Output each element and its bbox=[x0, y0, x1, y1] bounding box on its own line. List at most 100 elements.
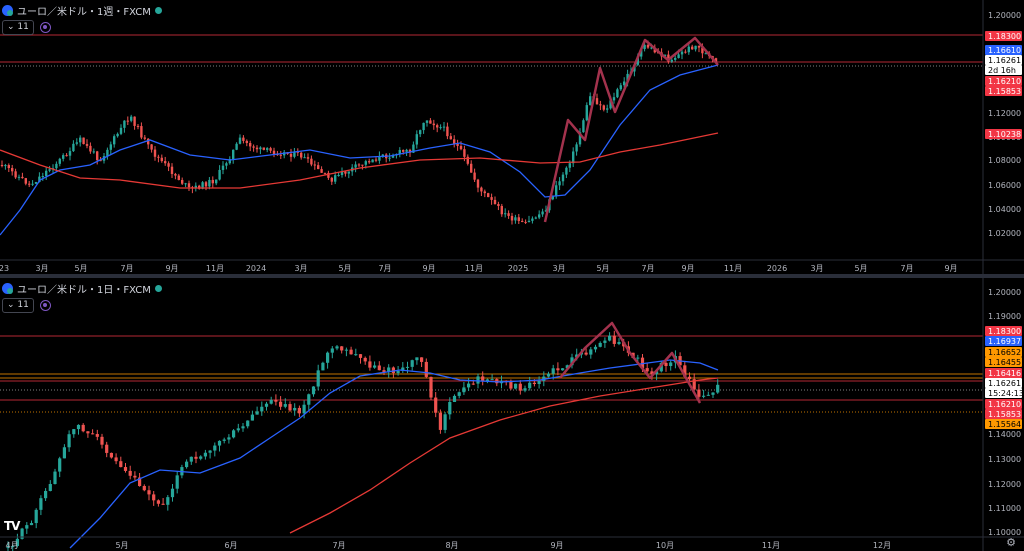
candle-body bbox=[683, 365, 687, 377]
indicator-icon-weekly[interactable] bbox=[39, 22, 51, 33]
candle-body bbox=[189, 456, 193, 462]
candle-body bbox=[680, 51, 684, 55]
symbol-title-weekly: ユーロ／米ドル・1週・FXCM bbox=[17, 7, 151, 18]
candle-body bbox=[405, 149, 408, 152]
interval-badge-daily[interactable]: ⌄ 11 bbox=[2, 298, 34, 313]
candle-body bbox=[85, 144, 89, 146]
candle-body bbox=[20, 528, 24, 539]
candle-body bbox=[152, 494, 156, 501]
price-axis-label: 1.20000 bbox=[988, 11, 1021, 20]
weekly-candles-svg[interactable]: 1.200001.140001.120001.100001.080001.060… bbox=[0, 0, 1024, 274]
candle-body bbox=[222, 439, 226, 441]
price-tag-label: 1.16261 bbox=[988, 56, 1021, 65]
candle-body bbox=[463, 149, 466, 157]
candle-body bbox=[130, 116, 133, 121]
candle-body bbox=[142, 486, 146, 491]
candle-body bbox=[612, 97, 616, 101]
candle-body bbox=[532, 382, 536, 385]
time-axis-label: 2026 bbox=[767, 264, 787, 273]
candle-body bbox=[272, 150, 276, 155]
candle-body bbox=[67, 434, 71, 448]
candle-body bbox=[692, 379, 696, 390]
candle-body bbox=[140, 126, 143, 138]
candle-body bbox=[119, 461, 123, 468]
candle-body bbox=[664, 362, 668, 367]
weekly-chart-pane[interactable]: ユーロ／米ドル・1週・FXCM ⌄ 11 1.200001.140001.120… bbox=[0, 0, 1024, 274]
price-axis-label: 1.12000 bbox=[988, 480, 1021, 489]
indicator-icon-daily[interactable] bbox=[39, 300, 51, 311]
candle-body bbox=[269, 148, 272, 151]
candle-body bbox=[160, 157, 163, 162]
candle-body bbox=[697, 389, 701, 397]
time-axis-label: 7月 bbox=[641, 264, 654, 273]
candle-body bbox=[358, 354, 363, 358]
candle-body bbox=[288, 404, 292, 411]
gear-icon[interactable]: ⚙ bbox=[1006, 536, 1016, 549]
candle-body bbox=[626, 73, 629, 82]
candle-body bbox=[510, 215, 514, 221]
pane-divider[interactable] bbox=[0, 274, 1024, 278]
candle-body bbox=[528, 382, 532, 389]
time-axis-label: 9月 bbox=[550, 541, 563, 550]
time-axis-label: 9月 bbox=[681, 264, 694, 273]
ma-slow-line bbox=[289, 377, 719, 534]
candle-body bbox=[300, 152, 303, 158]
candle-body bbox=[313, 164, 316, 166]
candle-body bbox=[310, 158, 313, 165]
candle-body bbox=[340, 346, 344, 351]
candle-body bbox=[297, 407, 301, 414]
price-axis-label: 1.04000 bbox=[988, 205, 1021, 214]
candle-body bbox=[136, 125, 140, 127]
symbol-legend-weekly[interactable]: ユーロ／米ドル・1週・FXCM bbox=[2, 3, 162, 18]
candle-body bbox=[147, 490, 151, 495]
candle-body bbox=[279, 154, 282, 156]
daily-chart-pane[interactable]: ユーロ／米ドル・1日・FXCM ⌄ 11 1.20000 1.19000 1.140… bbox=[0, 278, 1024, 551]
candle-body bbox=[551, 196, 554, 200]
candle-body bbox=[81, 424, 85, 432]
candle-body bbox=[598, 342, 602, 347]
candle-body bbox=[636, 56, 639, 65]
price-tag-bg bbox=[985, 55, 1022, 65]
candle-body bbox=[578, 132, 582, 145]
candle-body bbox=[363, 357, 367, 362]
candle-body bbox=[514, 383, 518, 389]
candle-body bbox=[11, 545, 15, 548]
candle-body bbox=[551, 368, 555, 374]
candle-body bbox=[316, 370, 320, 387]
candle-body bbox=[415, 357, 419, 361]
time-axis-label: 2024 bbox=[246, 264, 266, 273]
candle-body bbox=[589, 96, 592, 106]
candle-body bbox=[68, 151, 72, 156]
interval-badge-weekly[interactable]: ⌄ 11 bbox=[2, 20, 34, 35]
candle-body bbox=[507, 213, 510, 216]
candle-body bbox=[48, 169, 51, 171]
candle-body bbox=[504, 213, 507, 215]
candle-body bbox=[76, 424, 81, 430]
candle-body bbox=[517, 217, 520, 221]
candle-body bbox=[170, 166, 174, 174]
candle-body bbox=[34, 182, 38, 184]
candle-body bbox=[24, 178, 27, 184]
candle-body bbox=[242, 137, 245, 141]
candle-body bbox=[99, 160, 102, 162]
candle-body bbox=[473, 172, 476, 180]
time-axis-label: 7月 bbox=[900, 264, 913, 273]
price-tag-label: 1.10238 bbox=[988, 130, 1021, 139]
candle-body bbox=[34, 509, 38, 524]
candle-body bbox=[716, 384, 720, 393]
price-axis-label: 1.06000 bbox=[988, 181, 1021, 190]
candle-body bbox=[684, 51, 687, 53]
candle-body bbox=[595, 98, 599, 105]
daily-candles-svg[interactable]: 1.20000 1.19000 1.14000 1.13000 1.12000 1.110… bbox=[0, 278, 1024, 551]
time-axis-label: 9月 bbox=[422, 264, 435, 273]
candle-body bbox=[227, 437, 231, 440]
candle-body bbox=[556, 368, 560, 371]
candle-body bbox=[11, 168, 14, 172]
symbol-legend-daily[interactable]: ユーロ／米ドル・1日・FXCM bbox=[2, 281, 162, 296]
candle-body bbox=[53, 471, 57, 485]
candle-body bbox=[561, 368, 565, 371]
candle-body bbox=[174, 173, 177, 176]
ma-slow-line bbox=[0, 132, 719, 189]
candle-body bbox=[415, 134, 418, 145]
candle-body bbox=[138, 477, 142, 487]
